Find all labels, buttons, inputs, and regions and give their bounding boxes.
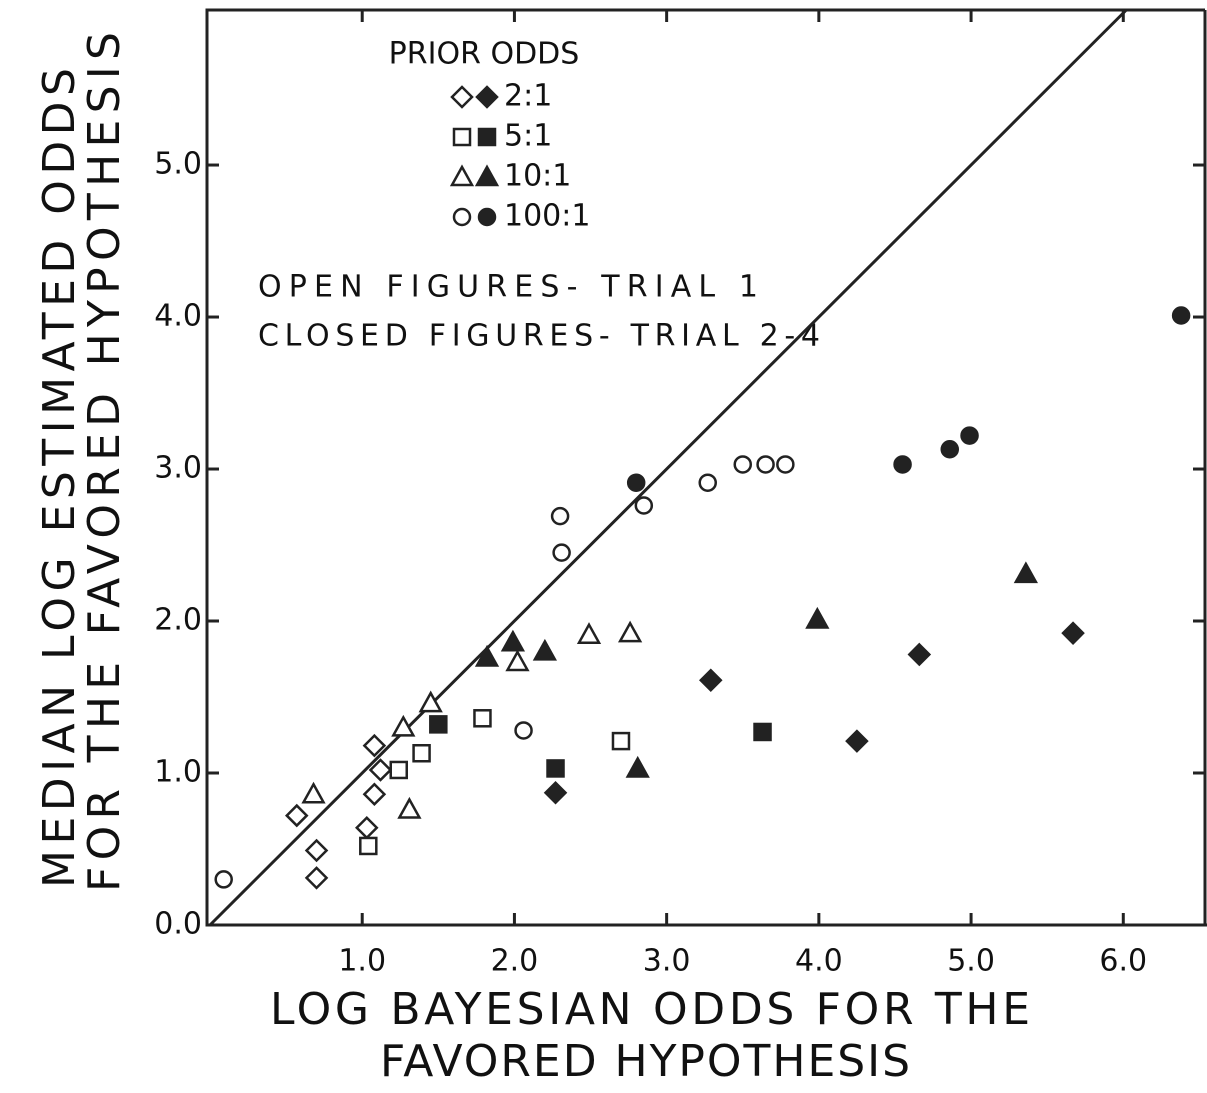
data-point (514, 721, 533, 740)
y-axis-label: FOR THE FAVORED HYPOTHESIS (79, 32, 130, 892)
legend-marker (452, 207, 472, 227)
data-point (940, 440, 960, 459)
legend-marker (477, 127, 497, 147)
data-point (429, 715, 448, 734)
note: CLOSED FIGURES- TRIAL 2-4 (258, 319, 820, 354)
data-point (550, 506, 570, 526)
x-tick-label: 1.0 (338, 944, 386, 979)
data-point (1171, 306, 1191, 325)
data-point (699, 668, 723, 693)
legend-title: PRIOR ODDS (389, 37, 580, 72)
x-tick-label: 6.0 (1099, 944, 1147, 979)
data-point (893, 455, 912, 474)
data-point (304, 838, 329, 863)
data-point (473, 709, 492, 728)
data-point (625, 755, 650, 778)
y-tick-label: 3.0 (154, 451, 202, 486)
data-point (546, 759, 565, 778)
data-point (543, 780, 568, 805)
data-point (368, 758, 393, 782)
x-axis-label: FAVORED HYPOTHESIS (380, 1036, 910, 1087)
x-tick-label: 4.0 (795, 944, 843, 979)
legend-marker (474, 164, 500, 187)
data-point (284, 803, 309, 828)
note: OPEN FIGURES- TRIAL 1 (258, 270, 758, 305)
x-tick-label: 2.0 (491, 944, 539, 979)
data-point (362, 733, 387, 758)
data-point (634, 496, 654, 515)
data-point (611, 731, 631, 751)
x-tick-label: 5.0 (947, 944, 995, 979)
y-tick-label: 2.0 (154, 603, 202, 638)
legend-marker (452, 127, 472, 147)
legend-marker (477, 207, 497, 227)
legend-marker (475, 85, 499, 109)
data-point (500, 629, 526, 652)
data-point (532, 638, 557, 661)
y-tick-label: 4.0 (154, 299, 202, 334)
data-point (805, 606, 830, 629)
data-point (698, 473, 717, 492)
data-point (756, 455, 775, 474)
data-point (733, 455, 752, 474)
legend-marker (450, 85, 474, 109)
data-point (960, 426, 979, 445)
data-point (389, 760, 408, 780)
y-tick-label: 0.0 (154, 907, 202, 942)
data-point (362, 782, 387, 807)
data-point (214, 870, 233, 889)
data-point (845, 729, 869, 753)
data-point (474, 644, 500, 667)
data-point (355, 815, 379, 840)
legend-label: 100:1 (504, 199, 590, 234)
legend-label: 5:1 (504, 119, 552, 154)
data-point (505, 649, 530, 672)
y-tick-label: 1.0 (154, 755, 202, 790)
y-tick-label: 5.0 (154, 147, 202, 182)
data-point (391, 714, 416, 737)
data-point (552, 543, 571, 562)
data-point (397, 796, 422, 819)
data-point (1061, 621, 1085, 645)
data-point (626, 473, 646, 492)
legend-marker (449, 164, 475, 187)
data-point (418, 690, 443, 713)
data-point (753, 722, 772, 742)
data-point (576, 622, 602, 644)
data-point (907, 642, 932, 667)
y-axis-label: MEDIAN LOG ESTIMATED ODDS (34, 68, 85, 888)
x-axis-label: LOG BAYESIAN ODDS FOR THE (270, 984, 1030, 1035)
data-point (301, 781, 326, 804)
legend-label: 10:1 (504, 159, 571, 194)
identity-line (208, 8, 1128, 927)
data-point (412, 743, 431, 763)
plot-frame (205, 8, 1207, 927)
data-point (359, 836, 378, 856)
x-tick-label: 3.0 (643, 944, 691, 979)
data-point (776, 455, 795, 474)
data-point (617, 620, 643, 643)
data-point (1013, 561, 1038, 584)
legend-label: 2:1 (504, 79, 552, 114)
data-point (304, 866, 329, 890)
